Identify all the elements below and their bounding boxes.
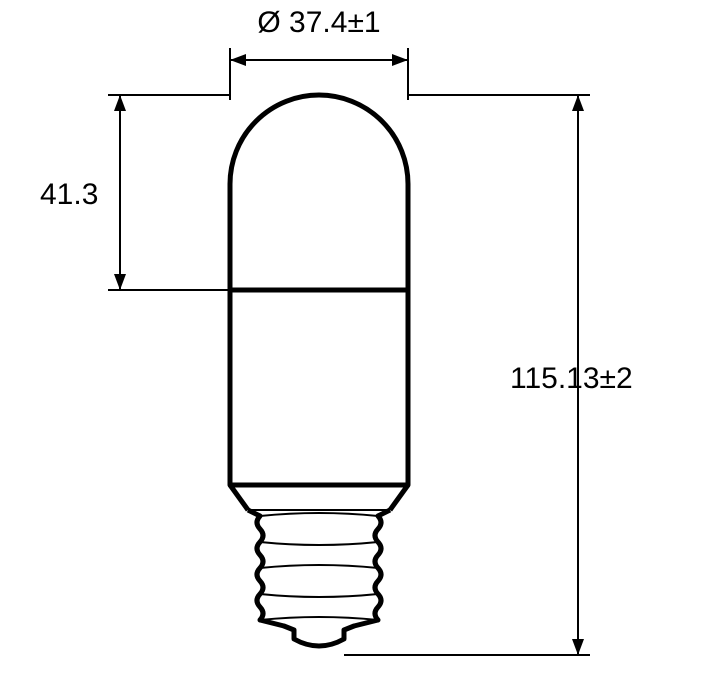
svg-text:41.3: 41.3 — [40, 178, 98, 211]
svg-text:115.13±2: 115.13±2 — [510, 362, 633, 395]
svg-text:Ø 37.4±1: Ø 37.4±1 — [257, 6, 380, 39]
